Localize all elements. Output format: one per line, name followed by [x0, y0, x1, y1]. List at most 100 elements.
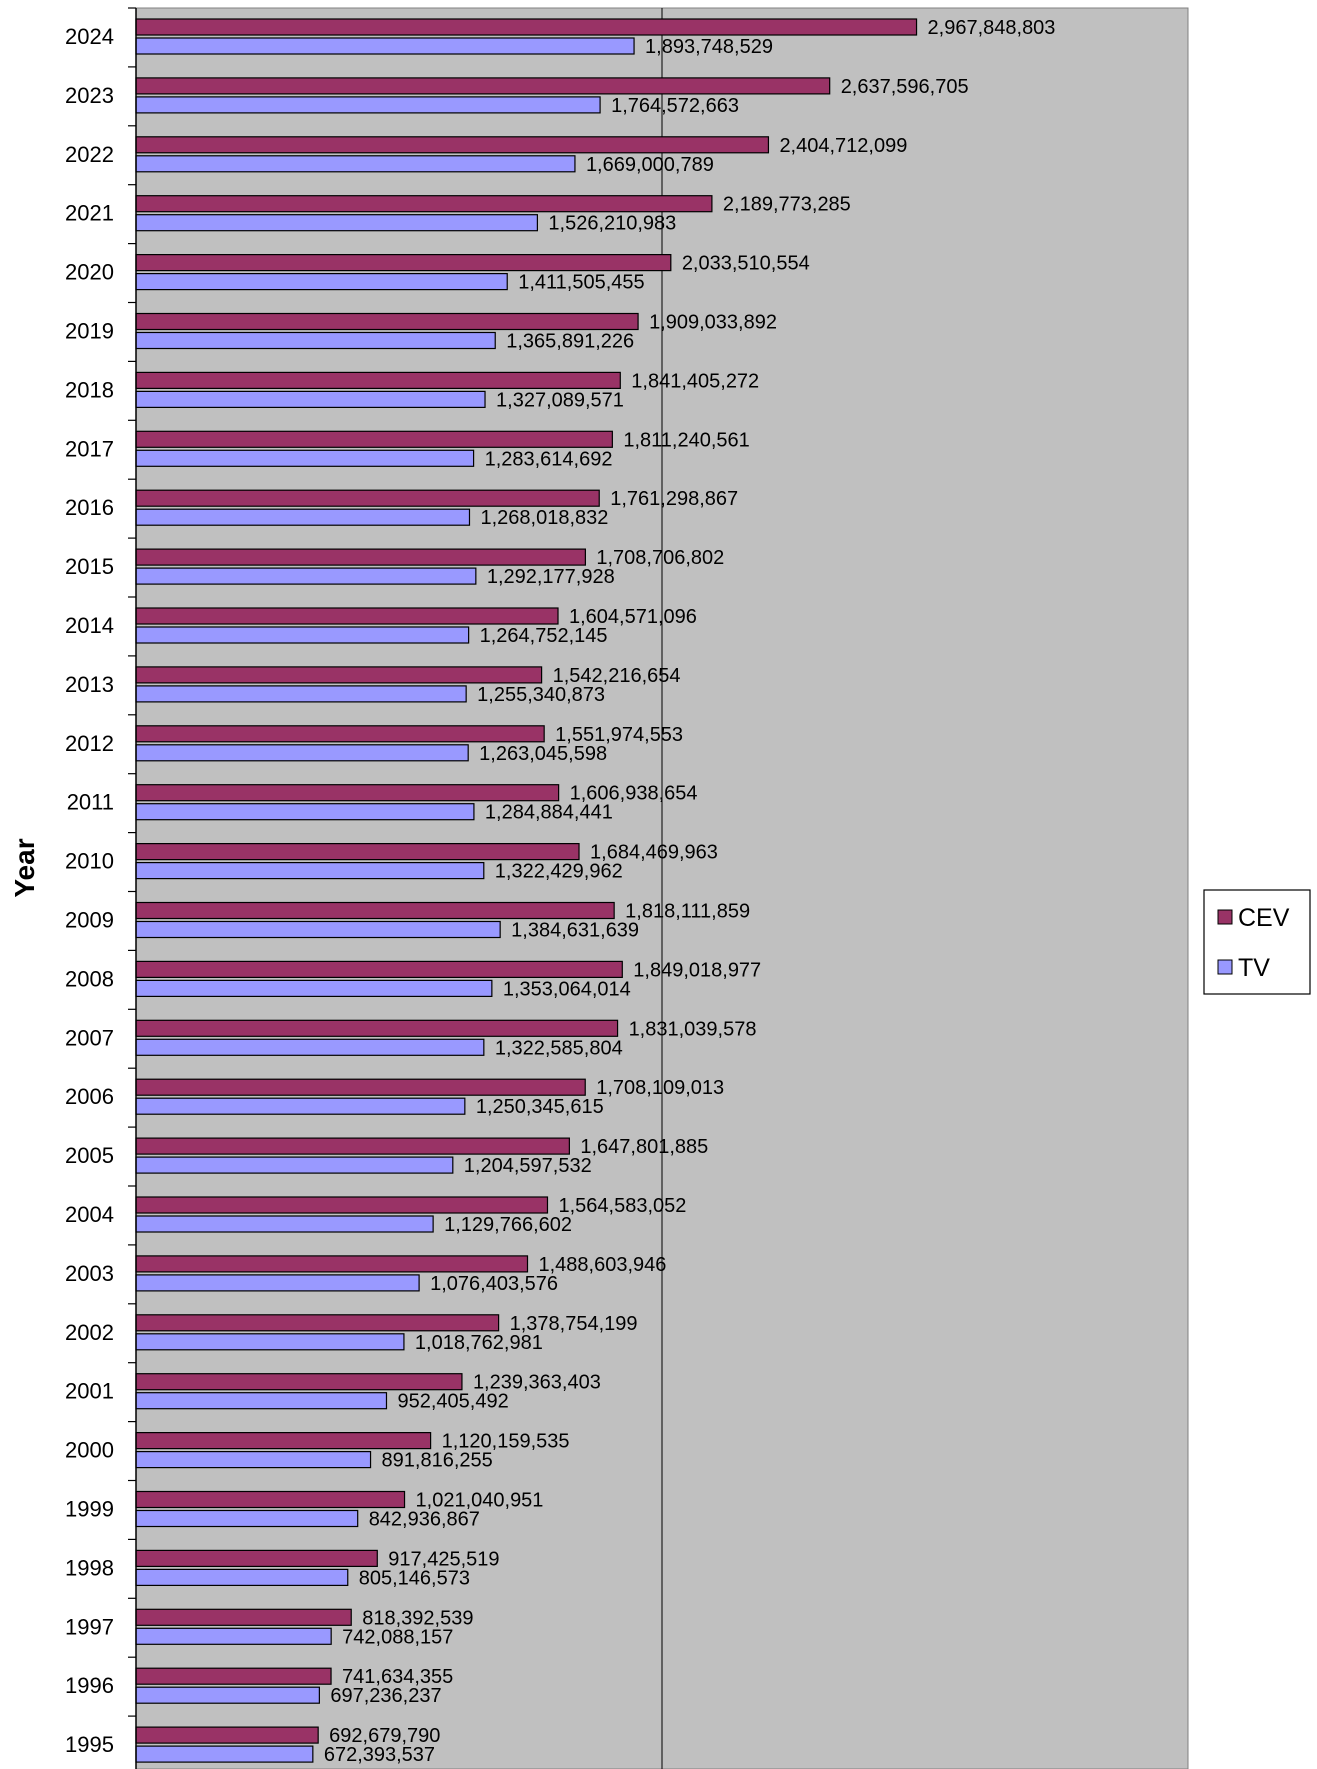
- data-label-cev: 1,239,363,403: [473, 1372, 601, 1394]
- bar-tv: [135, 1686, 320, 1704]
- data-label-tv: 842,936,867: [369, 1509, 480, 1531]
- y-tick-label: 2020: [65, 260, 114, 285]
- bar-cev: [135, 77, 831, 95]
- y-tick-label: 2002: [65, 1320, 114, 1345]
- data-label-cev: 1,818,111,859: [625, 901, 750, 923]
- y-tick-label: 2001: [65, 1379, 114, 1404]
- data-label-cev: 1,021,040,951: [416, 1490, 544, 1512]
- y-axis: 2024 2023 2022 2021 2020 2019 2018 2017 2016 2015…: [65, 7, 137, 1769]
- bar-tv: [135, 567, 477, 585]
- data-label-cev: 1,120,159,535: [442, 1431, 570, 1453]
- bar-cev: [135, 136, 770, 154]
- bar-tv: [135, 979, 493, 998]
- bar-cev: [135, 1314, 500, 1332]
- data-label-cev: 741,634,355: [342, 1666, 453, 1688]
- bar-cev: [135, 254, 672, 272]
- data-label-tv: 1,263,045,598: [479, 743, 607, 765]
- data-label-cev: 818,392,539: [362, 1607, 473, 1629]
- bar-tv: [135, 1568, 349, 1587]
- y-tick-label: 2016: [65, 495, 114, 520]
- data-label-cev: 2,404,712,099: [779, 135, 907, 157]
- bar-tv: [135, 685, 467, 703]
- legend-swatch-cev: [1217, 909, 1233, 925]
- y-tick-label: 2015: [65, 554, 114, 579]
- data-label-cev: 1,647,801,885: [580, 1136, 708, 1158]
- data-label-cev: 1,684,469,963: [590, 842, 718, 864]
- y-axis-title: Year: [9, 838, 40, 897]
- data-label-cev: 2,637,596,705: [841, 76, 969, 98]
- bar-tv: [135, 626, 470, 644]
- bar-tv: [135, 861, 485, 880]
- data-label-cev: 1,811,240,561: [623, 429, 749, 451]
- bar-cev: [135, 1373, 463, 1391]
- data-label-cev: 1,606,938,654: [570, 783, 698, 805]
- data-label-cev: 1,551,974,553: [555, 724, 683, 746]
- data-label-tv: 1,327,089,571: [496, 389, 624, 411]
- bar-cev: [135, 725, 545, 743]
- data-labels: 2,967,848,803 1,893,748,529 2,637,596,705 1…: [324, 17, 1056, 1766]
- data-label-tv: 952,405,492: [397, 1391, 508, 1413]
- bar-cev: [135, 901, 615, 920]
- bar-cev: [135, 18, 918, 36]
- bar-tv: [135, 1097, 466, 1115]
- data-label-tv: 1,204,597,532: [464, 1155, 592, 1177]
- data-label-cev: 1,708,109,013: [596, 1077, 724, 1099]
- bar-cev: [135, 960, 623, 979]
- data-label-tv: 1,255,340,873: [477, 684, 605, 706]
- data-label-tv: 672,393,537: [324, 1744, 435, 1766]
- data-label-tv: 1,076,403,576: [430, 1273, 558, 1295]
- bar-cev: [135, 1431, 432, 1450]
- legend-swatch-tv: [1217, 959, 1233, 975]
- bar-tv: [135, 1509, 359, 1528]
- y-tick-label: 2014: [65, 613, 114, 638]
- bar-tv: [135, 214, 538, 232]
- bar-tv: [135, 155, 576, 173]
- bar-tv: [135, 390, 486, 408]
- bar-tv: [135, 1038, 485, 1056]
- data-label-tv: 1,526,210,983: [548, 213, 676, 235]
- y-tick-label: 2024: [65, 24, 114, 49]
- bar-cev: [135, 1019, 619, 1037]
- data-label-tv: 1,264,752,145: [480, 625, 608, 647]
- bar-cev: [135, 1137, 570, 1155]
- data-label-tv: 742,088,157: [342, 1626, 453, 1648]
- data-label-cev: 1,564,583,052: [558, 1195, 686, 1217]
- data-label-tv: 1,268,018,832: [480, 507, 608, 529]
- legend-label-tv: TV: [1238, 954, 1270, 982]
- data-label-cev: 2,033,510,554: [682, 253, 810, 275]
- data-label-cev: 692,679,790: [329, 1725, 440, 1747]
- y-tick-label: 2000: [65, 1438, 114, 1463]
- data-label-tv: 1,292,177,928: [487, 566, 615, 588]
- bar-cev: [135, 1608, 352, 1626]
- bar-cev: [135, 1196, 549, 1214]
- bar-cev: [135, 666, 543, 684]
- y-tick-label: 2004: [65, 1202, 114, 1227]
- data-label-tv: 1,018,762,981: [415, 1332, 543, 1354]
- data-label-tv: 805,146,573: [359, 1567, 470, 1589]
- y-tick-label: 2021: [65, 201, 114, 226]
- data-label-cev: 2,967,848,803: [928, 17, 1056, 39]
- bar-tv: [135, 1627, 332, 1645]
- data-label-tv: 891,816,255: [382, 1450, 493, 1472]
- y-tick-label: 2018: [65, 377, 114, 402]
- bar-cev: [135, 548, 586, 566]
- legend: CEV TV: [1203, 889, 1311, 995]
- bar-tv: [135, 744, 469, 762]
- y-tick-label: 2005: [65, 1143, 114, 1168]
- y-tick-label: 2010: [65, 849, 114, 874]
- bar-tv: [135, 1274, 420, 1292]
- data-label-tv: 1,365,891,226: [506, 331, 634, 353]
- y-tick-label: 2019: [65, 319, 114, 344]
- y-tick-label: 2008: [65, 966, 114, 991]
- bar-cev: [135, 489, 600, 507]
- data-label-tv: 697,236,237: [330, 1685, 441, 1707]
- data-label-cev: 1,841,405,272: [631, 370, 759, 392]
- data-label-tv: 1,284,884,441: [485, 802, 613, 824]
- y-tick-label: 1996: [65, 1673, 114, 1698]
- bar-tv: [135, 1215, 434, 1233]
- data-label-tv: 1,764,572,663: [611, 95, 739, 117]
- y-tick-label: 2011: [67, 790, 114, 815]
- y-tick-label: 2007: [65, 1025, 114, 1050]
- bar-tv: [135, 1745, 314, 1763]
